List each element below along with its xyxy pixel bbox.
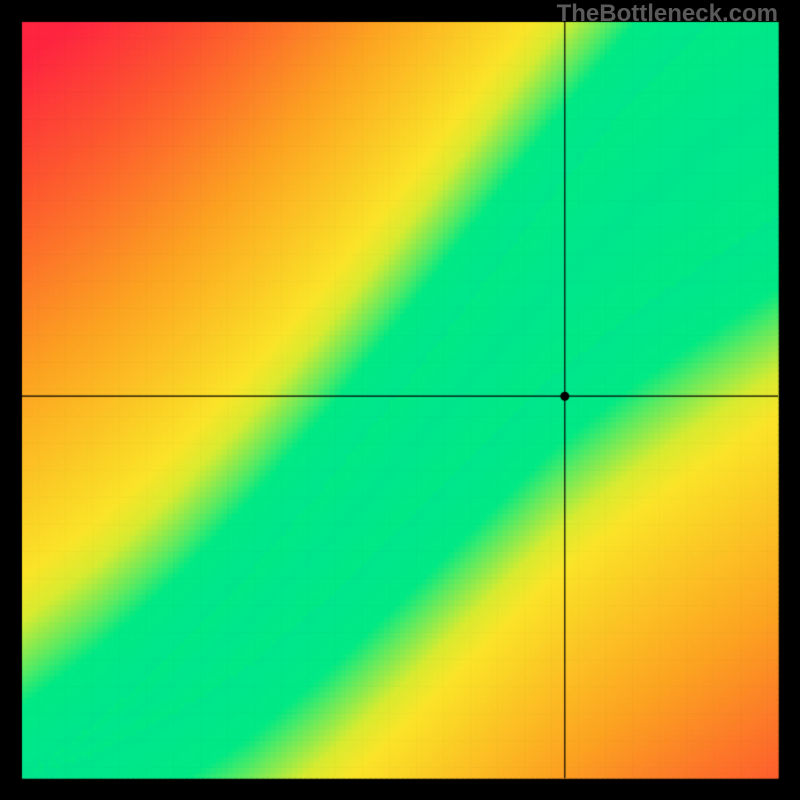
chart-container: TheBottleneck.com	[0, 0, 800, 800]
bottleneck-heatmap-canvas	[0, 0, 800, 800]
watermark-text: TheBottleneck.com	[557, 0, 778, 28]
